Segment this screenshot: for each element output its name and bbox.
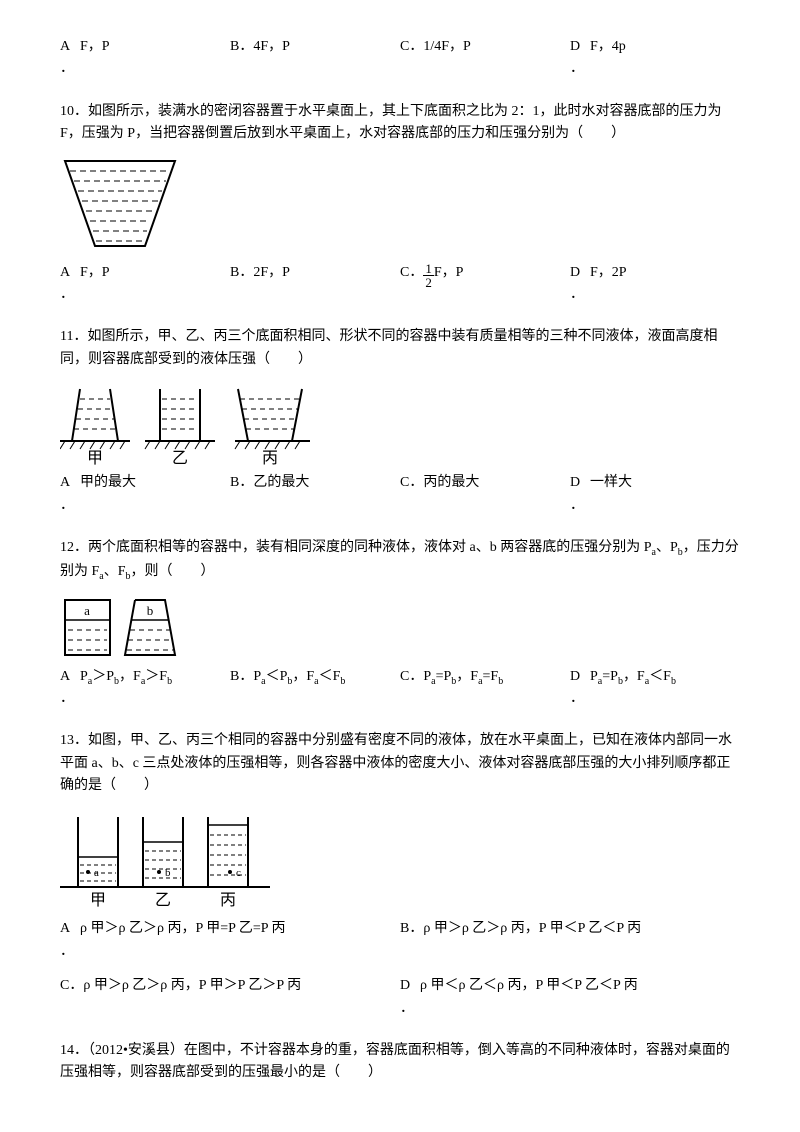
opt-text: B．2F，P (230, 262, 290, 307)
q10-opt-a: A． F，P (60, 262, 230, 307)
opt-text: ρ 甲＜ρ 乙＜ρ 丙，P 甲＜P 乙＜P 丙 (420, 975, 638, 1020)
svg-text:丙: 丙 (220, 892, 236, 909)
q9-opt-d: D． F，4p (570, 36, 740, 81)
opt-letter: D． (570, 472, 584, 517)
q13-figure: a 甲 b 乙 c 丙 (60, 807, 740, 912)
q13-opt-d: D． ρ 甲＜ρ 乙＜ρ 丙，P 甲＜P 乙＜P 丙 (400, 975, 740, 1020)
opt-text: B．乙的最大 (230, 472, 309, 517)
q11-stem: 11．如图所示，甲、乙、丙三个底面积相同、形状不同的容器中装有质量相等的三种不同… (60, 326, 740, 371)
q12-opt-d: D． Pa=Pb，Fa＜Fb (570, 666, 740, 711)
svg-text:甲: 甲 (90, 892, 106, 909)
opt-letter: A． (60, 918, 74, 963)
q10-figure (60, 156, 740, 256)
opt-text: C．ρ 甲＞ρ 乙＞ρ 丙，P 甲＞P 乙＞P 丙 (60, 975, 301, 1020)
q10-options: A． F，P B．2F，P C． 1 2 F，P D． F，2P (60, 262, 740, 307)
q11-options: A． 甲的最大 B．乙的最大 C．丙的最大 D． 一样大 (60, 472, 740, 517)
fraction-icon: 1 2 (423, 262, 434, 307)
opt-text: C．1/4F，P (400, 36, 471, 81)
opt-suffix: F，P (434, 262, 464, 307)
opt-text: F，P (80, 36, 110, 81)
q12-opt-c: C．Pa=Pb，Fa=Fb (400, 666, 570, 711)
opt-letter: D． (570, 36, 584, 81)
svg-text:c: c (236, 867, 241, 879)
q12-figure: a b (60, 595, 740, 660)
opt-text: 甲的最大 (80, 472, 136, 517)
opt-letter: A． (60, 666, 74, 711)
svg-text:a: a (94, 867, 99, 879)
q13-options: A． ρ 甲＞ρ 乙＞ρ 丙，P 甲=P 乙=P 丙 B．ρ 甲＞ρ 乙＞ρ 丙… (60, 918, 740, 1020)
q14-stem: 14．（2012•安溪县）在图中，不计容器本身的重，容器底面积相等，倒入等高的不… (60, 1040, 740, 1085)
opt-text: F，P (80, 262, 110, 307)
q10-opt-d: D． F，2P (570, 262, 740, 307)
q11-opt-a: A． 甲的最大 (60, 472, 230, 517)
q12-stem: 12．两个底面积相等的容器中，装有相同深度的同种液体，液体对 a、b 两容器底的… (60, 537, 740, 585)
svg-text:b: b (165, 867, 171, 879)
opt-text: C．Pa=Pb，Fa=Fb (400, 666, 503, 711)
svg-text:乙: 乙 (155, 892, 171, 909)
q13-stem: 13．如图，甲、乙、丙三个相同的容器中分别盛有密度不同的液体，放在水平桌面上，已… (60, 730, 740, 797)
q11-opt-b: B．乙的最大 (230, 472, 400, 517)
opt-prefix: C． (400, 262, 423, 307)
label-a: a (84, 603, 90, 618)
opt-letter: A． (60, 36, 74, 81)
q9-opt-b: B．4F，P (230, 36, 400, 81)
opt-text: F，4p (590, 36, 626, 81)
q13-opt-c: C．ρ 甲＞ρ 乙＞ρ 丙，P 甲＞P 乙＞P 丙 (60, 975, 400, 1020)
label-bing: 丙 (262, 450, 278, 466)
label-yi: 乙 (172, 450, 188, 466)
q9-opt-a: A． F，P (60, 36, 230, 81)
q10-stem: 10．如图所示，装满水的密闭容器置于水平桌面上，其上下底面积之比为 2：1，此时… (60, 101, 740, 146)
opt-text: ρ 甲＞ρ 乙＞ρ 丙，P 甲=P 乙=P 丙 (80, 918, 286, 963)
q10-opt-b: B．2F，P (230, 262, 400, 307)
q11-opt-d: D． 一样大 (570, 472, 740, 517)
opt-text: C．丙的最大 (400, 472, 479, 517)
q11-opt-c: C．丙的最大 (400, 472, 570, 517)
q13-opt-b: B．ρ 甲＞ρ 乙＞ρ 丙，P 甲＜P 乙＜P 丙 (400, 918, 740, 963)
q10-opt-c: C． 1 2 F，P (400, 262, 570, 307)
q11-figure: 甲 乙 (60, 381, 740, 466)
label-b: b (147, 603, 154, 618)
opt-text: B．ρ 甲＞ρ 乙＞ρ 丙，P 甲＜P 乙＜P 丙 (400, 918, 641, 963)
opt-letter: D． (400, 975, 414, 1020)
opt-text: B．4F，P (230, 36, 290, 81)
q12-opt-a: A． Pa＞Pb，Fa＞Fb (60, 666, 230, 711)
label-jia: 甲 (87, 450, 103, 466)
q12-options: A． Pa＞Pb，Fa＞Fb B．Pa＜Pb，Fa＜Fb C．Pa=Pb，Fa=… (60, 666, 740, 711)
opt-text: Pa=Pb，Fa＜Fb (590, 666, 676, 711)
q9-opt-c: C．1/4F，P (400, 36, 570, 81)
q9-options: A． F，P B．4F，P C．1/4F，P D． F，4p (60, 36, 740, 81)
q13-opt-a: A． ρ 甲＞ρ 乙＞ρ 丙，P 甲=P 乙=P 丙 (60, 918, 400, 963)
opt-letter: A． (60, 262, 74, 307)
opt-letter: D． (570, 666, 584, 711)
q12-opt-b: B．Pa＜Pb，Fa＜Fb (230, 666, 400, 711)
opt-text: Pa＞Pb，Fa＞Fb (80, 666, 172, 711)
opt-text: B．Pa＜Pb，Fa＜Fb (230, 666, 345, 711)
opt-text: 一样大 (590, 472, 632, 517)
opt-text: F，2P (590, 262, 627, 307)
opt-letter: A． (60, 472, 74, 517)
opt-letter: D． (570, 262, 584, 307)
